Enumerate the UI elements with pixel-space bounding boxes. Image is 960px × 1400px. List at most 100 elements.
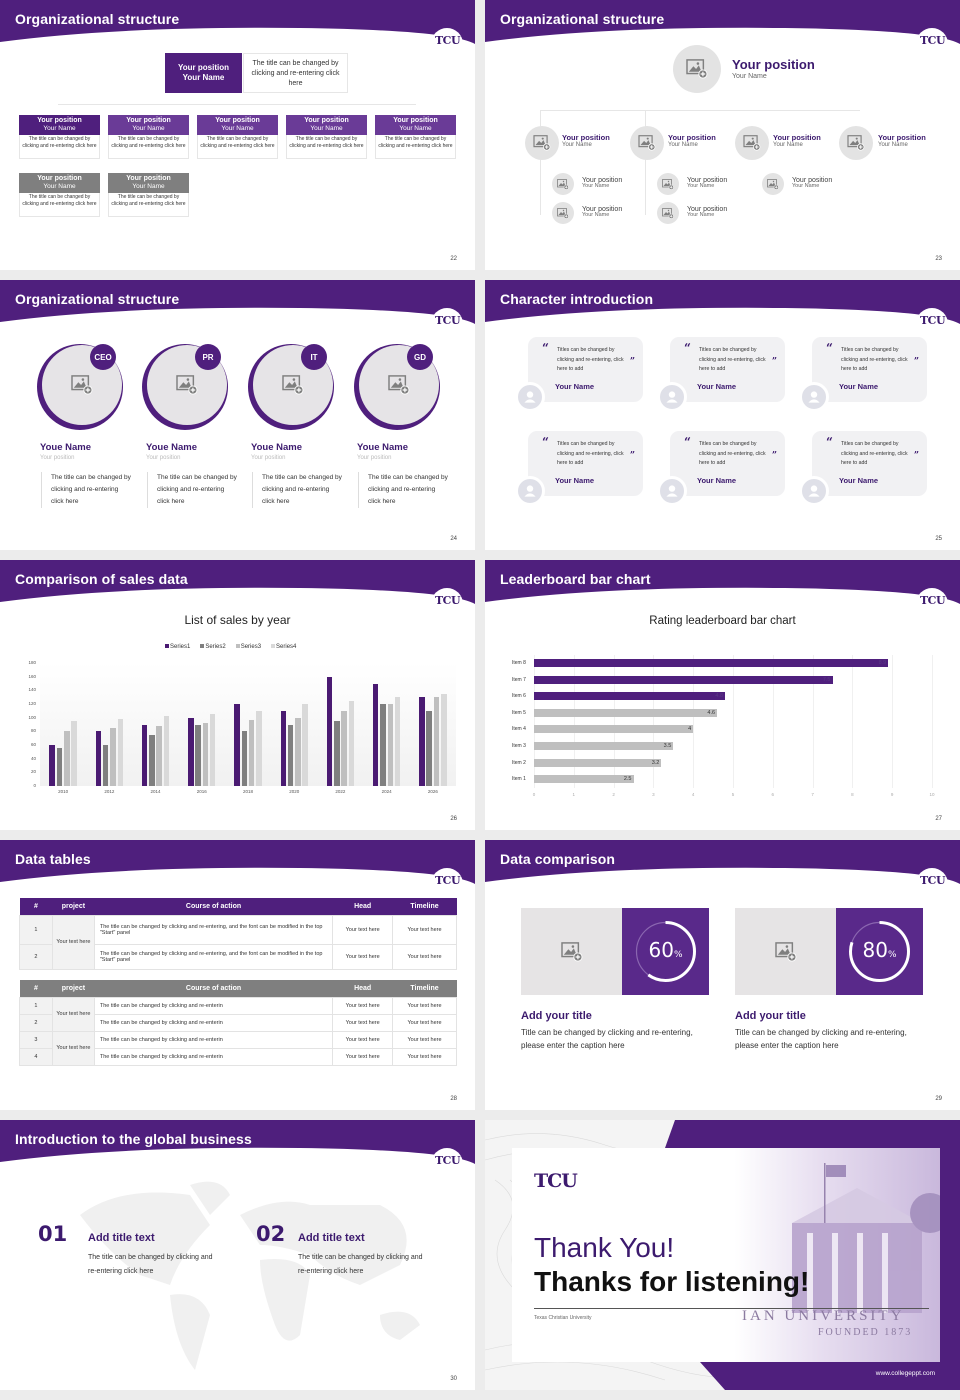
slide-character-introduction[interactable]: Character introduction TCU “ Titles can … <box>485 280 960 550</box>
page-number: 22 <box>450 256 457 262</box>
y-tick: 40 <box>30 755 36 761</box>
org-top-box[interactable]: Your position Your Name <box>165 53 242 93</box>
image-placeholder[interactable] <box>552 173 574 195</box>
avatar[interactable] <box>657 382 687 412</box>
slide-sales-comparison[interactable]: Comparison of sales data TCU List of sal… <box>0 560 475 830</box>
avatar[interactable] <box>799 382 829 412</box>
slide-header: Leaderboard bar chart <box>485 560 960 604</box>
table-row[interactable]: 3 Your text here The title can be change… <box>19 1030 457 1066</box>
image-add-icon <box>686 59 708 79</box>
slide-header: Introduction to the global business <box>0 1120 475 1164</box>
slide-header: Data tables <box>0 840 475 884</box>
column-header: # <box>34 902 38 910</box>
org-card[interactable]: Your position Your Name The title can be … <box>375 115 456 159</box>
chart-legend: Series1 Series2 Series3 Series4 <box>165 644 296 650</box>
org-card-gray[interactable]: Your position Your Name The title can be … <box>19 173 100 217</box>
x-tick: 8 <box>851 791 854 797</box>
image-placeholder[interactable] <box>657 173 679 195</box>
slide-org-structure-boxes[interactable]: Organizational structure TCU Your positi… <box>0 0 475 270</box>
image-placeholder[interactable] <box>762 173 784 195</box>
member-photo[interactable] <box>354 344 440 430</box>
x-tick: 2018 <box>242 789 253 794</box>
slide-thank-you[interactable]: TCU Thank You! Thanks for listening! Tex… <box>485 1120 960 1390</box>
chart-title: Rating leaderboard bar chart <box>649 615 796 627</box>
avatar[interactable] <box>515 382 545 412</box>
bar <box>334 721 340 786</box>
y-tick: 60 <box>30 742 36 747</box>
org-top-desc: The title can be changed by clicking and… <box>243 53 348 93</box>
slide-org-structure-tree[interactable]: Organizational structure TCU Your positi… <box>485 0 960 270</box>
close-quote-icon: ” <box>629 357 635 367</box>
image-placeholder[interactable] <box>630 126 664 160</box>
quote-card[interactable]: “ Titles can be changed by clicking and … <box>528 431 643 496</box>
table-row[interactable]: 1 Your text here The title can be change… <box>19 996 457 1032</box>
table-row[interactable]: 1 Your text here The title can be change… <box>19 914 457 970</box>
position-label: Your position Your Name <box>773 133 821 148</box>
plot-area <box>40 663 456 786</box>
bar <box>234 704 240 786</box>
image-placeholder[interactable] <box>735 126 769 160</box>
org-card[interactable]: Your position Your Name The title can be … <box>19 115 100 159</box>
member-position: Your position <box>146 455 181 461</box>
item-title: Add your title <box>521 1010 592 1022</box>
quote-card[interactable]: “ Titles can be changed by clicking and … <box>670 431 785 496</box>
page-number: 27 <box>935 816 942 822</box>
image-placeholder[interactable] <box>521 908 622 995</box>
image-placeholder[interactable] <box>735 908 836 995</box>
quote-name: Your Name <box>697 476 737 485</box>
x-tick: 2 <box>612 791 615 797</box>
grid-line <box>733 655 734 788</box>
website-link[interactable]: www.collegeppt.com <box>875 1370 935 1377</box>
table-row[interactable]: 4 The title can be changed by clicking a… <box>19 1047 457 1066</box>
slide-leaderboard[interactable]: Leaderboard bar chart TCU Rating leaderb… <box>485 560 960 830</box>
avatar[interactable] <box>515 476 545 506</box>
org-card[interactable]: Your position Your Name The title can be … <box>197 115 278 159</box>
bar <box>188 717 194 786</box>
y-tick: 120 <box>28 701 36 706</box>
role-badge: PR <box>195 344 221 370</box>
member-desc: The title can be changed by clicking and… <box>252 472 342 508</box>
quote-text: Titles can be changed by clicking and re… <box>557 347 624 372</box>
table-row[interactable]: 2 The title can be changed by clicking a… <box>19 1013 457 1032</box>
tcu-logo: TCU <box>431 308 463 332</box>
position-label: Your position Your Name <box>687 206 728 218</box>
image-placeholder[interactable] <box>657 202 679 224</box>
avatar[interactable] <box>799 476 829 506</box>
image-placeholder[interactable] <box>525 126 559 160</box>
quote-card[interactable]: “ Titles can be changed by clicking and … <box>670 337 785 402</box>
tcu-logo: TCU <box>431 868 463 892</box>
slide-data-comparison[interactable]: Data comparison TCU 60% Add your title T… <box>485 840 960 1110</box>
position-label: Your position Your Name <box>582 206 623 218</box>
quote-card[interactable]: “ Titles can be changed by clicking and … <box>528 337 643 402</box>
image-placeholder[interactable] <box>839 126 873 160</box>
org-card[interactable]: Your position Your Name The title can be … <box>286 115 367 159</box>
org-card[interactable]: Your position Your Name The title can be … <box>108 115 189 159</box>
grid-line <box>653 655 655 788</box>
image-placeholder[interactable] <box>552 202 574 224</box>
grid-line <box>812 655 814 788</box>
percent-value: 60 <box>648 938 674 962</box>
position-label: Your position Your Name <box>687 177 728 189</box>
image-placeholder[interactable] <box>673 45 721 93</box>
bar <box>426 710 432 786</box>
table-row[interactable]: 2 The title can be changed by clicking a… <box>19 943 457 970</box>
grid-line <box>693 655 695 788</box>
progress-ring-icon <box>849 921 910 982</box>
quote-card[interactable]: “ Titles can be changed by clicking and … <box>812 431 927 496</box>
slide-global-business[interactable]: Introduction to the global business TCU … <box>0 1120 475 1390</box>
role-badge: IT <box>301 344 327 370</box>
world-map-icon <box>80 1181 420 1370</box>
slide-data-tables[interactable]: Data tables TCU # project Course of acti… <box>0 840 475 1110</box>
bar <box>95 731 102 786</box>
slide-title: Data tables <box>15 851 91 867</box>
x-tick: 3 <box>652 791 655 797</box>
quote-card[interactable]: “ Titles can be changed by clicking and … <box>812 337 927 402</box>
avatar[interactable] <box>657 476 687 506</box>
position-label: Your position Your Name <box>582 177 623 189</box>
member-photo[interactable] <box>37 344 123 430</box>
x-tick: 2026 <box>427 789 438 794</box>
slide-header: Organizational structure <box>0 280 475 324</box>
org-card-gray[interactable]: Your position Your Name The title can be … <box>108 173 189 217</box>
position-label: Your position Your Name <box>562 133 610 148</box>
slide-org-structure-members[interactable]: Organizational structure TCU CEO Youe Na… <box>0 280 475 550</box>
